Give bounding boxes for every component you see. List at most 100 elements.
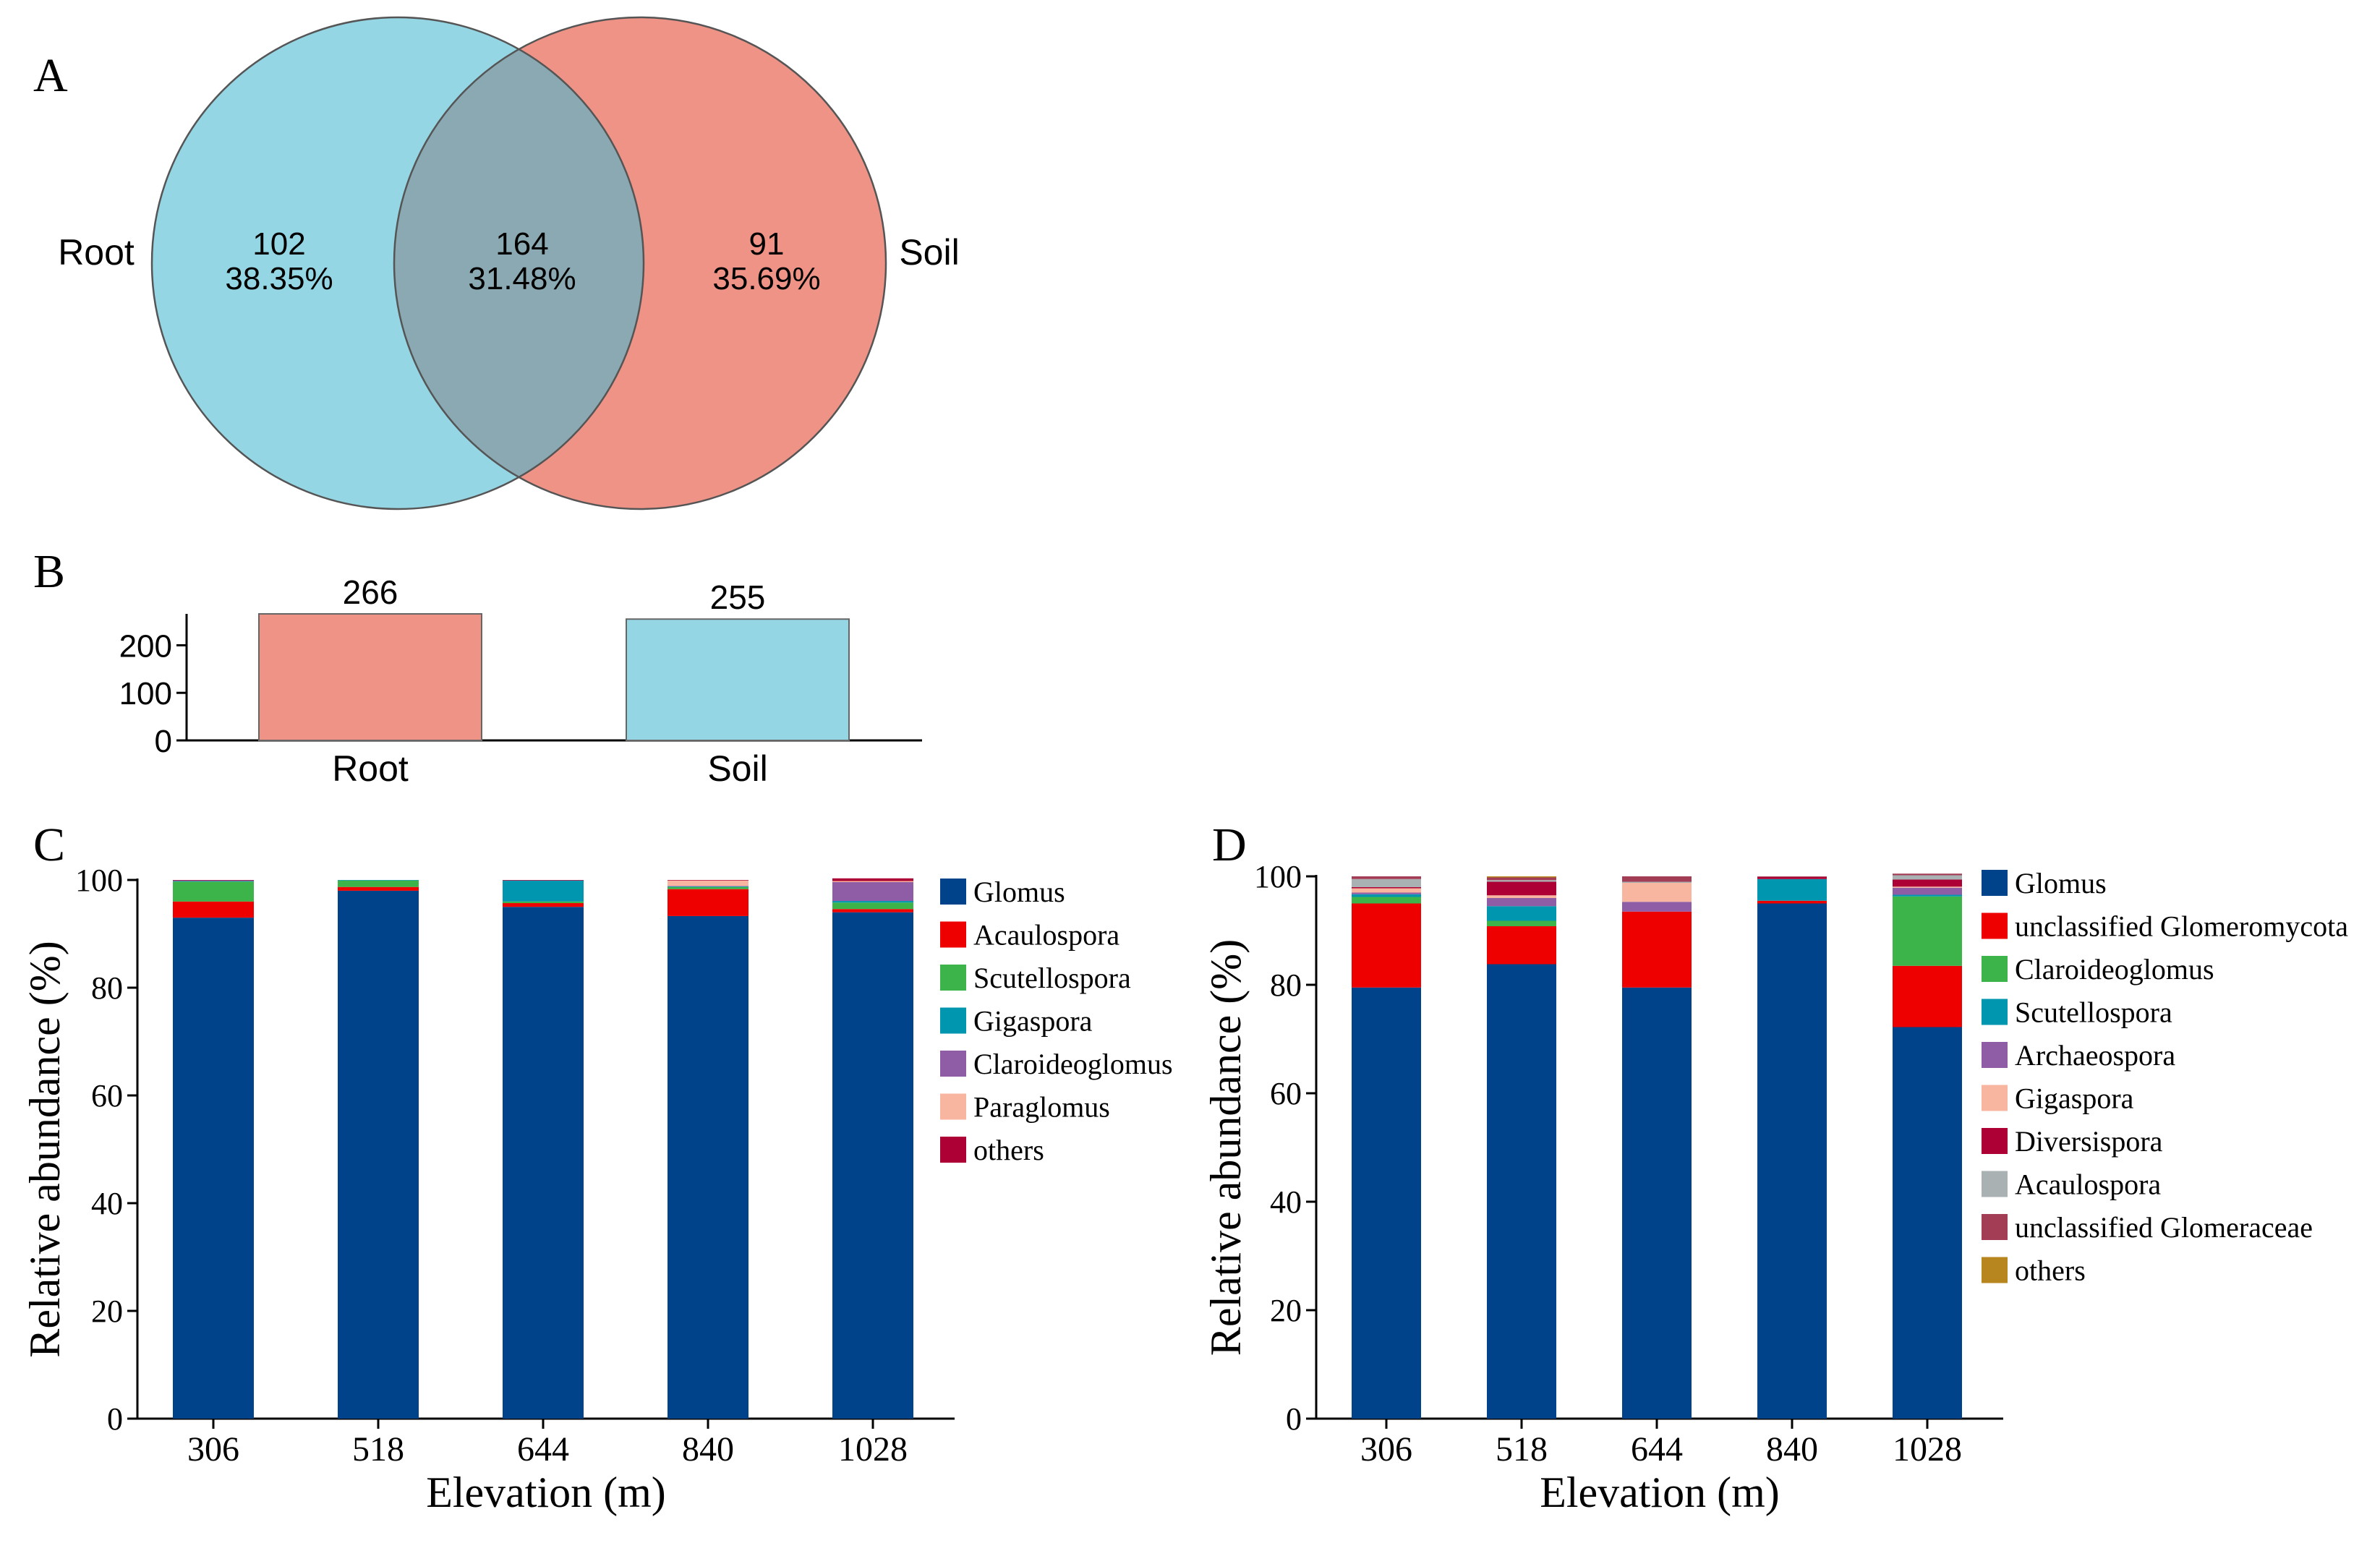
chart-d-bar-518-gigaspora: [1487, 895, 1556, 898]
chart-d-y-tick-label: 40: [1270, 1184, 1302, 1220]
chart-d-legend-label: Claroideoglomus: [2015, 953, 2214, 986]
venn-overlap-region: [394, 17, 644, 509]
chart-c-legend-swatch-scutellospora: [940, 965, 966, 991]
venn-soil-only-count: 91: [749, 226, 785, 262]
chart-d-bar-518-others: [1487, 876, 1556, 878]
venn-root-outline: [150, 16, 645, 510]
chart-d-bar-518-claroideoglomus: [1487, 920, 1556, 926]
chart-d-bar-1028-archaeospora: [1893, 887, 1962, 895]
chart-c-bar-840-gigaspora: [667, 886, 748, 887]
chart-c-bar-840-others: [667, 880, 748, 881]
chart-c-x-tick-label: 306: [187, 1430, 239, 1469]
chart-d-legend-swatch-others: [1982, 1257, 2008, 1283]
chart-d-legend-label: unclassified Glomeraceae: [2015, 1211, 2313, 1244]
chart-c-x-tick-label: 1028: [838, 1430, 908, 1469]
chart-d-bar-1028-scutellospora: [1893, 894, 1962, 897]
venn-soil-label: Soil: [899, 232, 959, 273]
venn-root-only-count: 102: [252, 226, 305, 262]
chart-d-y-tick-label: 100: [1254, 859, 1302, 894]
chart-c-bar-306-glomus: [173, 918, 254, 1419]
venn-root-label: Root: [58, 232, 135, 273]
chart-c-bar-518-acaulospora: [338, 886, 419, 891]
chart-d-x-axis-title: Elevation (m): [1540, 1469, 1780, 1516]
chart-d-y-tick-label: 0: [1286, 1401, 1302, 1437]
chart-b-y-tick-label: 0: [155, 724, 172, 759]
chart-c-bar-518-scutellospora: [338, 880, 419, 887]
chart-c-y-tick-label: 60: [91, 1078, 123, 1114]
chart-b-value-label: 266: [343, 573, 398, 611]
chart-d-y-tick-label: 60: [1270, 1076, 1302, 1111]
chart-d-bar-306-unclassified-glomeraceae: [1352, 876, 1421, 879]
chart-c-bar-1028-acaulospora: [832, 909, 913, 912]
chart-d-x-tick-label: 518: [1496, 1430, 1548, 1469]
chart-c-y-axis-title: Relative abundance (%): [21, 941, 69, 1357]
chart-d-bar-840-glomus: [1757, 903, 1827, 1419]
chart-d-legend-label: Archaeospora: [2015, 1039, 2175, 1072]
chart-d-bar-1028-glomus: [1893, 1027, 1962, 1419]
chart-c-y-tick-label: 0: [107, 1401, 123, 1437]
chart-b-value-label: 255: [710, 578, 766, 616]
chart-d-bar-840-unclassified-glomeromycota: [1757, 900, 1827, 904]
chart-c-y-tick-label: 40: [91, 1186, 123, 1221]
chart-c-root-composition: 0 20 40 60 80 100 306 518 644 840 1028 Relative abu…: [21, 863, 1173, 1516]
chart-d-bar-840-diversispora: [1757, 876, 1827, 879]
chart-d-x-tick-label: 1028: [1893, 1430, 1962, 1469]
chart-d-bar-644-unclassified-glomeraceae: [1622, 876, 1692, 882]
chart-c-y-tick-label: 80: [91, 970, 123, 1006]
chart-d-legend-swatch-archaeospora: [1982, 1042, 2008, 1068]
chart-d-bar-306-unclassified-glomeromycota: [1352, 903, 1421, 988]
chart-d-bar-306-diversispora: [1352, 887, 1421, 889]
chart-d-legend-swatch-acaulospora: [1982, 1171, 2008, 1197]
chart-d-bar-840-scutellospora: [1757, 879, 1827, 901]
chart-c-legend-label: others: [973, 1134, 1044, 1166]
chart-d-bar-840-unclassified-glomeraceae: [1757, 876, 1827, 877]
chart-c-bar-1028-scutellospora: [832, 902, 913, 910]
chart-d-legend-swatch-claroideoglomus: [1982, 956, 2008, 982]
chart-b-bar-soil: [626, 618, 850, 741]
chart-c-bar-306-others: [173, 880, 254, 881]
chart-c-x-axis-title: Elevation (m): [426, 1469, 666, 1516]
chart-d-y-tick-label: 20: [1270, 1293, 1302, 1328]
chart-d-legend-swatch-glomus: [1982, 870, 2008, 896]
venn-root-only-percent: 38.35%: [225, 261, 333, 296]
chart-d-legend-swatch-gigaspora: [1982, 1085, 2008, 1111]
chart-d-y-tick-label: 80: [1270, 967, 1302, 1003]
chart-d-legend-label: Gigaspora: [2015, 1082, 2134, 1115]
chart-d-soil-composition: 0 20 40 60 80 100 306 518 644 840 1028 Relative abu…: [1202, 859, 2348, 1516]
chart-c-legend-swatch-acaulospora: [940, 921, 966, 948]
chart-c-legend-label: Acaulospora: [973, 919, 1119, 952]
chart-d-x-tick-label: 306: [1360, 1430, 1412, 1469]
chart-d-legend-swatch-unclassified-glomeraceae: [1982, 1214, 2008, 1240]
chart-d-bar-518-unclassified-glomeraceae: [1487, 877, 1556, 881]
chart-d-bar-1028-claroideoglomus: [1893, 896, 1962, 966]
chart-d-legend-label: unclassified Glomeromycota: [2015, 910, 2348, 943]
chart-d-bar-644-acaulospora: [1622, 881, 1692, 883]
panel-label-b: B: [33, 545, 65, 598]
chart-c-bar-840-acaulospora: [667, 889, 748, 916]
chart-c-bar-306-scutellospora: [173, 881, 254, 902]
chart-d-bar-644-archaeospora: [1622, 902, 1692, 912]
chart-d-bar-1028-gigaspora: [1893, 886, 1962, 888]
chart-c-y-tick-label: 100: [75, 863, 123, 898]
chart-d-bar-306-archaeospora: [1352, 892, 1421, 894]
chart-c-bar-1028-others: [832, 878, 913, 881]
chart-c-bar-306-acaulospora: [173, 901, 254, 918]
chart-c-bar-644-scutellospora: [503, 901, 584, 904]
chart-d-legend-label: Scutellospora: [2015, 996, 2172, 1029]
venn-soil-outline: [393, 16, 887, 510]
chart-d-legend-swatch-unclassified-glomeromycota: [1982, 912, 2008, 939]
chart-b-y-tick-label: 200: [119, 628, 172, 664]
chart-c-legend-swatch-claroideoglomus: [940, 1051, 966, 1077]
panel-label-c: C: [33, 818, 65, 871]
chart-c-bar-1028-glomus: [832, 912, 913, 1419]
chart-c-y-tick-label: 20: [91, 1294, 123, 1329]
chart-c-bar-518-glomus: [338, 890, 419, 1419]
chart-c-bar-840-scutellospora: [667, 886, 748, 889]
chart-c-legend-swatch-others: [940, 1137, 966, 1163]
chart-b-y-tick-label: 100: [119, 676, 172, 711]
chart-d-legend-swatch-diversispora: [1982, 1128, 2008, 1154]
chart-c-legend-swatch-glomus: [940, 879, 966, 905]
chart-d-bar-518-scutellospora: [1487, 906, 1556, 921]
chart-d-bar-306-acaulospora: [1352, 879, 1421, 887]
chart-b-x-tick-label: Root: [332, 748, 409, 789]
